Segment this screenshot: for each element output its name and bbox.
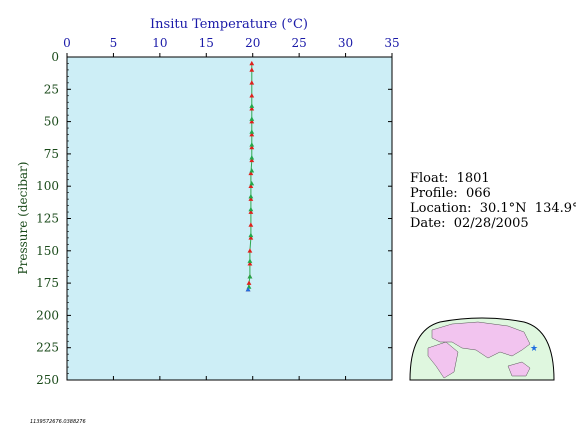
data-point-marker <box>249 131 255 137</box>
data-point-marker <box>249 181 255 186</box>
x-tick-label: 10 <box>152 36 167 50</box>
y-axis: 0 25 50 75 100 125 150 175 200 225 250 <box>36 50 392 387</box>
data-point-marker <box>249 106 255 111</box>
data-point-marker <box>247 274 253 279</box>
y-tick-label: 250 <box>36 373 59 387</box>
y-tick-label: 225 <box>36 341 59 355</box>
x-axis: 0 5 10 15 20 25 30 35 <box>63 36 400 380</box>
data-point-marker <box>249 93 255 98</box>
float-id: Float: 1801 <box>410 171 490 186</box>
data-point-marker <box>248 232 254 238</box>
footer-stamp: 1139572676.0388276 <box>30 419 86 425</box>
x-tick-label: 25 <box>292 36 307 50</box>
data-point-marker <box>249 80 255 85</box>
data-point-marker <box>248 206 254 212</box>
data-point-marker <box>248 196 254 201</box>
plot-area <box>66 56 393 381</box>
y-tick-label: 100 <box>36 179 59 193</box>
x-tick-label: 30 <box>338 36 353 50</box>
data-point-marker <box>248 222 254 227</box>
profile-number: Profile: 066 <box>410 186 491 201</box>
x-tick-label: 5 <box>110 36 118 50</box>
data-point-marker <box>249 168 255 173</box>
data-point-marker <box>248 193 254 199</box>
map-land-africa <box>427 341 459 379</box>
data-point-marker <box>249 144 255 150</box>
x-axis-title: Insitu Temperature (°C) <box>150 17 308 32</box>
float-location-star-icon: ★ <box>530 344 538 354</box>
data-point-marker <box>249 60 255 66</box>
data-point-marker <box>248 209 254 214</box>
x-tick-label: 20 <box>245 36 260 50</box>
data-point-marker <box>248 235 254 240</box>
y-tick-label: 200 <box>36 308 59 322</box>
float-info-panel: Float: 1801 Profile: 066 Location: 30.1°… <box>410 171 576 231</box>
map-land-eurasia <box>431 321 531 359</box>
data-point-marker <box>248 170 254 176</box>
data-point-marker <box>249 129 255 134</box>
data-point-marker <box>249 119 255 124</box>
data-point-marker <box>249 155 255 160</box>
world-map-inset: ★ <box>409 317 555 381</box>
data-point-marker <box>249 103 255 108</box>
data-series <box>245 60 255 292</box>
y-tick-label: 175 <box>36 276 59 290</box>
data-point-marker <box>245 286 251 292</box>
data-point-marker <box>247 258 253 263</box>
y-tick-label: 0 <box>51 50 59 64</box>
data-point-marker <box>249 67 255 72</box>
x-tick-label: 35 <box>384 36 399 50</box>
y-axis-title: Pressure (decibar) <box>16 162 30 275</box>
data-point-marker <box>249 142 255 147</box>
float-location: Location: 30.1°N 134.9°E <box>410 201 576 216</box>
y-tick-label: 75 <box>44 147 59 161</box>
data-point-marker <box>247 261 253 266</box>
profile-date: Date: 02/28/2005 <box>410 216 529 231</box>
map-land-australia <box>507 361 531 377</box>
y-tick-label: 125 <box>36 212 59 226</box>
x-tick-label: 0 <box>63 36 71 50</box>
data-point-marker <box>249 116 255 121</box>
data-point-marker <box>247 248 253 253</box>
data-point-marker <box>249 157 255 163</box>
y-tick-label: 150 <box>36 244 59 258</box>
data-point-marker <box>246 280 252 285</box>
y-tick-label: 50 <box>44 115 59 129</box>
y-tick-label: 25 <box>44 82 59 96</box>
data-point-marker <box>248 183 254 188</box>
x-tick-label: 15 <box>199 36 214 50</box>
